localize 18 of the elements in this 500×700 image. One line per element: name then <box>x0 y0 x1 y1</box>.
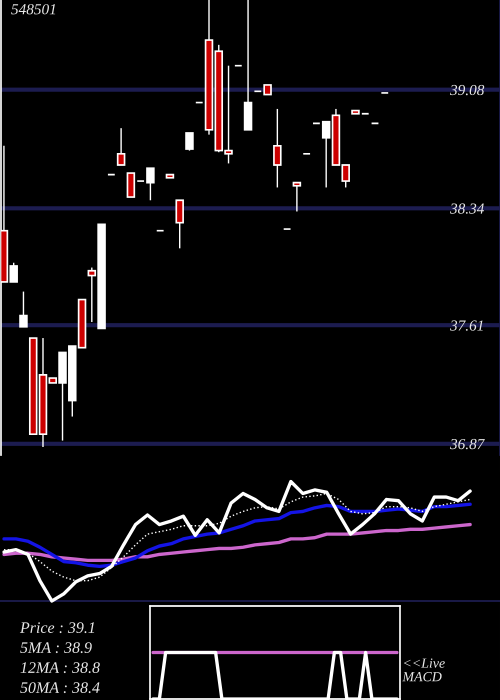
text: 50MA : 38.4 <box>20 682 100 694</box>
text: <<Live MACD <box>402 658 445 682</box>
text: 5MA : 38.9 <box>20 642 92 654</box>
y-tick-label: 39.08 <box>450 84 484 96</box>
y-tick-label: 36.87 <box>450 438 485 450</box>
candlestick <box>175 199 184 250</box>
candlestick <box>292 182 302 212</box>
candlestick <box>146 167 155 201</box>
candlestick <box>185 132 194 152</box>
y-tick-label: 37.61 <box>450 320 483 331</box>
candlestick <box>273 108 282 188</box>
y-tick-label: 38.34 <box>450 203 484 214</box>
candlestick <box>19 290 28 328</box>
text: 12MA : 38.8 <box>20 662 100 674</box>
candlestick <box>263 84 272 96</box>
candlestick <box>116 127 126 166</box>
text: Price : 39.1 <box>20 622 94 634</box>
chart-title: 548501 <box>11 4 56 14</box>
